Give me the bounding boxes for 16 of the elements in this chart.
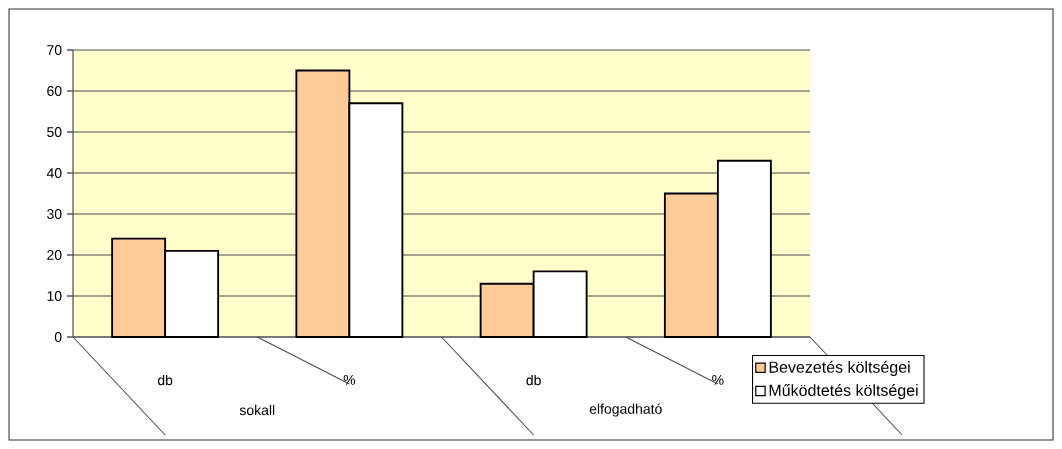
text: elfogadható: [589, 403, 662, 417]
y-tick-label: 10: [47, 291, 62, 301]
x-tick-label: %: [343, 374, 356, 385]
y-tick-label: 20: [47, 250, 62, 260]
y-tick-label: 0: [54, 332, 62, 342]
y-tick-label: 40: [46, 168, 62, 178]
text: sokall: [239, 404, 275, 416]
y-tick-label: 60: [47, 86, 62, 96]
x-tick-label: %: [712, 374, 724, 385]
y-tick-label: 30: [47, 209, 62, 219]
x-tick-label: db: [526, 374, 541, 386]
x-tick-label: db: [157, 374, 173, 386]
legend-label: Bevezetés költségei: [769, 360, 910, 376]
y-tick-label: 50: [47, 127, 62, 137]
y-tick-label: 70: [47, 45, 62, 55]
legend-label: Működtetés költségei: [769, 384, 918, 400]
